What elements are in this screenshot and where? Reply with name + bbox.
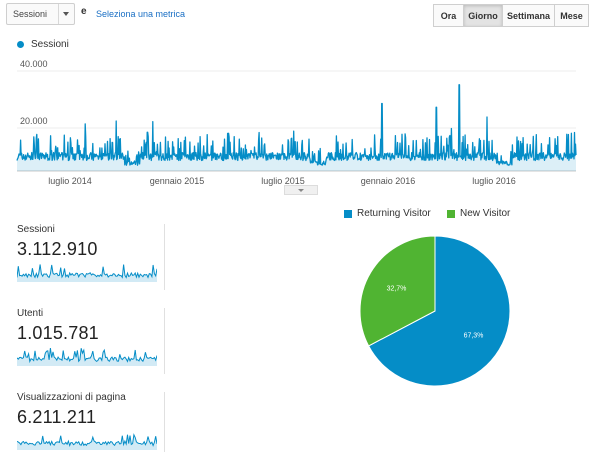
metric-select[interactable]: Sessioni (6, 3, 75, 25)
time-range-selector: Ora Giorno Settimana Mese (433, 4, 589, 27)
legend-label: New Visitor (460, 208, 511, 219)
sessions-line (16, 84, 577, 166)
legend-swatch (344, 209, 352, 218)
y-tick-label: 20.000 (20, 116, 48, 126)
legend-new[interactable]: New Visitor (447, 208, 510, 219)
sparkline-line (17, 264, 157, 279)
pie-slice-new (359, 235, 436, 347)
pie-slice-label: 67,3% (464, 332, 484, 339)
sparkline-area (17, 348, 157, 366)
chevron-down-icon[interactable] (58, 4, 74, 24)
y-tick-label: 40.000 (20, 59, 48, 69)
sparkline-line (17, 433, 157, 447)
sparkline-line (17, 348, 157, 364)
sparkline (17, 348, 157, 366)
x-tick-label: luglio 2015 (261, 176, 305, 186)
metric-label: Utenti (17, 308, 44, 319)
range-button-month[interactable]: Mese (554, 4, 589, 27)
x-tick-label: gennaio 2016 (360, 176, 416, 186)
metric-label: Visualizzazioni di pagina (17, 392, 126, 403)
sparkline (17, 264, 157, 282)
x-tick-label: luglio 2016 (472, 176, 516, 186)
metric-value: 6.211.211 (17, 407, 97, 427)
sparkline-area (17, 264, 157, 282)
legend-label: Returning Visitor (357, 208, 431, 219)
sessions-line-chart[interactable] (0, 0, 600, 200)
conjunction-label: e (81, 6, 87, 17)
metric-value: 1.015.781 (17, 323, 99, 343)
divider (164, 224, 165, 290)
legend-swatch (447, 209, 455, 218)
x-tick-label: gennaio 2015 (149, 176, 205, 186)
pie-slice-returning (367, 235, 511, 387)
series-dot-icon (17, 41, 24, 48)
x-tick-label: luglio 2014 (48, 176, 92, 186)
chart-legend: Sessioni (17, 39, 69, 50)
metric-select-label: Sessioni (13, 9, 48, 19)
add-metric-link[interactable]: Seleziona una metrica (96, 9, 186, 19)
pie-slice-label: 32,7% (387, 286, 407, 293)
divider (164, 392, 165, 452)
metric-label: Sessioni (17, 224, 55, 235)
chart-resize-handle[interactable] (284, 185, 318, 195)
divider (164, 308, 165, 374)
legend-returning[interactable]: Returning Visitor (344, 208, 431, 219)
metric-value: 3.112.910 (17, 239, 98, 259)
sparkline (17, 433, 157, 450)
chart-legend-label: Sessioni (31, 39, 69, 50)
